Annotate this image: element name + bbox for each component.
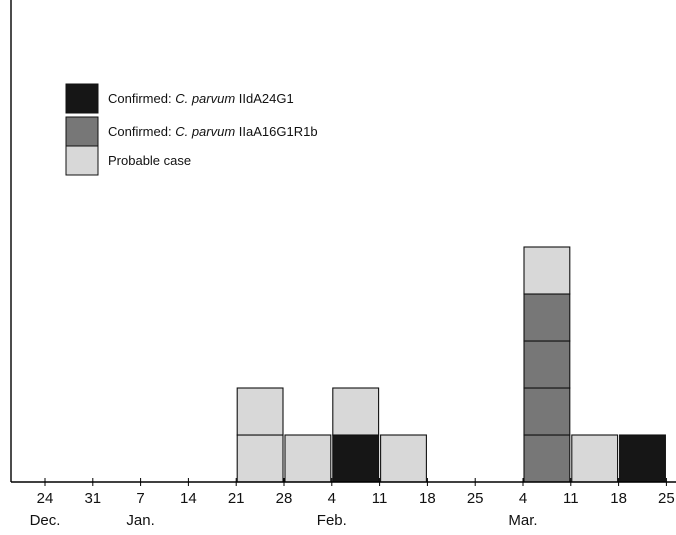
case-square bbox=[619, 434, 666, 483]
case-square bbox=[332, 387, 380, 436]
x-tick-label: 11 bbox=[563, 490, 579, 507]
x-tick-label: 25 bbox=[467, 490, 484, 507]
x-tick-label: 25 bbox=[658, 490, 675, 507]
month-label: Feb. bbox=[317, 512, 347, 529]
case-square bbox=[236, 387, 284, 436]
case-square bbox=[284, 434, 332, 483]
month-label: Dec. bbox=[30, 512, 61, 529]
x-tick-label: 18 bbox=[610, 490, 627, 507]
legend-swatch bbox=[65, 83, 99, 114]
x-tick-label: 4 bbox=[519, 490, 527, 507]
legend-label: Confirmed: C. parvum IIdA24G1 bbox=[108, 91, 294, 106]
x-tick-label: 28 bbox=[276, 490, 293, 507]
case-square bbox=[523, 340, 571, 389]
legend-label: Probable case bbox=[108, 153, 191, 168]
x-tick-label: 7 bbox=[136, 490, 144, 507]
axes: 24 31 7 14 21 28 4 11 18 25 4 11 18 25 Dec. Jan. Feb. Mar… bbox=[10, 0, 676, 529]
case-square bbox=[523, 246, 571, 295]
x-tick-label: 14 bbox=[180, 490, 197, 507]
x-tick-label: 31 bbox=[84, 490, 101, 507]
month-label: Mar. bbox=[508, 512, 537, 529]
x-tick-label: 11 bbox=[372, 490, 388, 507]
legend-swatch bbox=[65, 145, 99, 176]
case-square bbox=[523, 434, 571, 483]
legend-swatch bbox=[65, 116, 99, 147]
x-tick-label: 18 bbox=[419, 490, 436, 507]
case-square bbox=[332, 434, 380, 483]
x-tick-label: 21 bbox=[228, 490, 245, 507]
case-square bbox=[380, 434, 427, 483]
case-square bbox=[571, 434, 619, 483]
month-label: Jan. bbox=[126, 512, 154, 529]
case-square bbox=[523, 387, 571, 436]
legend: Confirmed: C. parvum IIdA24G1 Confirmed: … bbox=[65, 83, 318, 176]
legend-label: Confirmed: C. parvum IIaA16G1R1b bbox=[108, 124, 318, 139]
x-tick-label: 4 bbox=[328, 490, 336, 507]
x-tick-label: 24 bbox=[37, 490, 54, 507]
case-square bbox=[236, 434, 284, 483]
case-squares bbox=[236, 246, 666, 483]
case-square bbox=[523, 293, 571, 342]
